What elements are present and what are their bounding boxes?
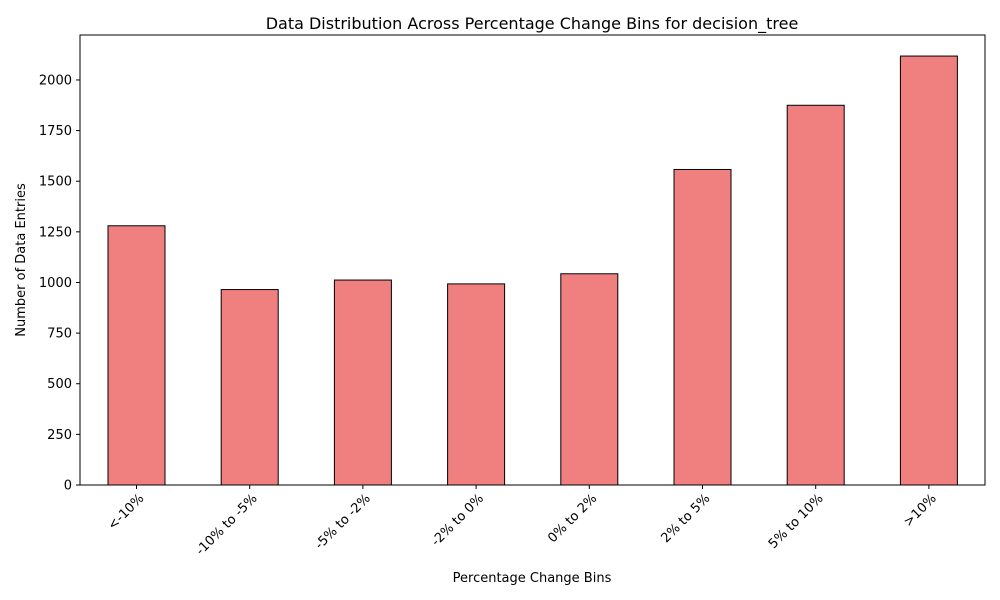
y-tick-label: 1750 xyxy=(39,124,72,139)
x-tick-label: -5% to -2% xyxy=(312,491,373,552)
x-tick-label: 2% to 5% xyxy=(658,491,713,546)
bar xyxy=(673,168,732,486)
y-tick-label: 1000 xyxy=(39,276,72,291)
bars-group xyxy=(107,55,958,486)
x-tick-label: >10% xyxy=(901,491,940,530)
x-tick-label: 0% to 2% xyxy=(545,491,600,546)
x-tick-label: -2% to 0% xyxy=(429,491,487,549)
bar xyxy=(447,283,506,486)
x-axis-label: Percentage Change Bins xyxy=(453,571,612,586)
y-tick-label: 0 xyxy=(64,479,72,494)
y-tick-label: 1250 xyxy=(39,225,72,240)
x-axis: <-10% -10% to -5% -5% to -2% -2% to 0% 0% to… xyxy=(105,485,940,559)
x-tick-label: 5% to 10% xyxy=(766,491,827,552)
x-tick-label: <-10% xyxy=(105,491,147,533)
y-axis-label: Number of Data Entries xyxy=(14,183,29,337)
bar xyxy=(899,55,958,486)
bar xyxy=(560,273,619,486)
plot-frame xyxy=(79,34,986,486)
y-tick-label: 1500 xyxy=(39,175,72,190)
bar xyxy=(786,104,845,486)
y-tick-label: 250 xyxy=(47,428,72,443)
y-tick-label: 500 xyxy=(47,377,72,392)
y-tick-label: 2000 xyxy=(39,73,72,88)
x-tick-label: -10% to -5% xyxy=(193,491,260,558)
chart-title: Data Distribution Across Percentage Chan… xyxy=(266,14,799,34)
y-tick-label: 750 xyxy=(47,327,72,342)
bar xyxy=(220,289,279,486)
bar xyxy=(107,225,166,486)
bar xyxy=(333,279,392,486)
y-axis: 0 250 500 750 1000 1250 1500 1750 2000 xyxy=(39,73,80,494)
